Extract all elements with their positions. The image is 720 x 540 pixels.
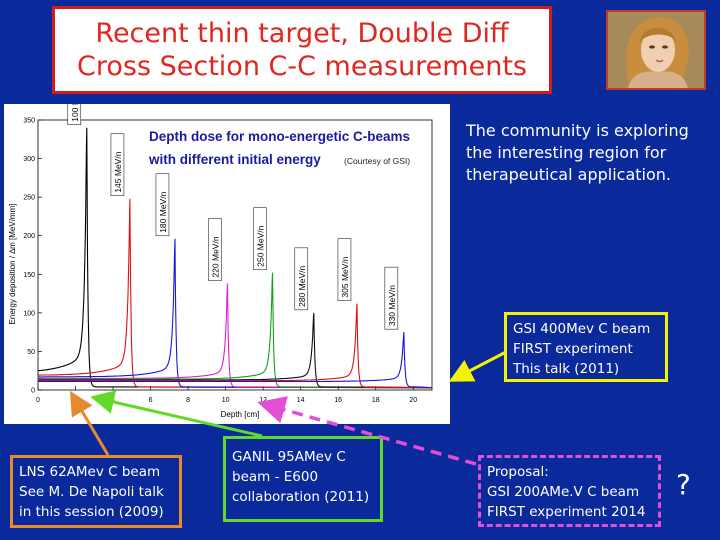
x-tick-label: 8 <box>186 397 190 404</box>
y-axis-label: Energy deposition / ∆m [MeV/mm] <box>8 204 17 325</box>
proposal-line-1: Proposal: <box>487 464 549 480</box>
curve-energy-label: 305 MeV/n <box>340 256 350 297</box>
curve-energy-label-group: 330 MeV/n <box>384 266 399 330</box>
ganil-line-3: collaboration (2011) <box>232 489 370 505</box>
dose-curve <box>38 283 433 389</box>
x-tick-label: 20 <box>409 397 417 404</box>
portrait-illustration <box>608 12 704 88</box>
ganil-line-2: beam - E600 <box>232 469 319 485</box>
proposal-line-3: FIRST experiment 2014 <box>487 504 646 520</box>
y-tick-label: 300 <box>23 156 35 163</box>
curve-energy-label-group: 220 MeV/n <box>208 218 222 281</box>
depth-dose-chart: 02468101214161820050100150200250300350 1… <box>4 62 450 424</box>
curve-energy-label-box <box>337 238 352 301</box>
y-tick-label: 50 <box>27 349 35 356</box>
curve-energy-label-box <box>253 207 267 270</box>
curve-energy-label: 250 MeV/n <box>256 225 266 266</box>
x-tick-label: 16 <box>334 397 342 404</box>
curve-energy-label-group: 145 MeV/n <box>110 133 125 196</box>
yellow-arrow <box>448 350 507 382</box>
curve-energy-label: 330 MeV/n <box>387 285 397 326</box>
gsi-400-line-3: This talk (2011) <box>513 361 620 377</box>
curve-energy-label-group: 250 MeV/n <box>253 207 267 270</box>
magenta-dashed-arrow <box>257 396 477 466</box>
chart-title: Depth dose for mono-energetic C-beams <box>149 129 410 144</box>
dose-curve <box>38 332 433 389</box>
chart-subtitle: with different initial energy <box>148 152 321 167</box>
y-tick-label: 100 <box>23 310 35 317</box>
lns-box: LNS 62AMev C beam See M. De Napoli talk … <box>10 455 182 528</box>
green-arrow <box>90 390 263 438</box>
gsi-400-line-2: FIRST experiment <box>513 341 633 357</box>
title-box: Recent thin target, Double Diff Cross Se… <box>52 6 552 94</box>
x-tick-label: 18 <box>372 397 380 404</box>
ganil-box: GANIL 95AMev C beam - E600 collaboration… <box>223 436 383 522</box>
question-mark: ? <box>676 468 691 501</box>
curve-energy-label-box <box>384 266 399 330</box>
curve-energy-label: 220 MeV/n <box>210 236 220 277</box>
chart-credit: (Courtesy of GSI) <box>344 156 410 166</box>
dose-curve <box>38 303 433 389</box>
curve-energy-label: 145 MeV/n <box>113 151 123 192</box>
curve-energy-label-box <box>155 173 170 237</box>
slide-title-line-2: Cross Section C-C measurements <box>77 51 527 82</box>
proposal-box: Proposal: GSI 200AMe.V C beam FIRST expe… <box>478 455 661 527</box>
proposal-line-2: GSI 200AMe.V C beam <box>487 484 640 500</box>
dose-curve <box>38 272 433 389</box>
curve-energy-label: 280 MeV/n <box>297 265 307 306</box>
dose-curve <box>38 312 433 389</box>
curve-energy-label-group: 305 MeV/n <box>337 238 352 301</box>
portrait-image <box>606 10 706 90</box>
chart-svg: 02468101214161820050100150200250300350 1… <box>8 62 433 419</box>
lns-line-3: in this session (2009) <box>19 504 164 520</box>
lns-line-2: See M. De Napoli talk <box>19 484 164 500</box>
curve-energy-label-group: 280 MeV/n <box>294 247 309 311</box>
y-tick-label: 0 <box>31 388 35 395</box>
gsi-400-box: GSI 400Mev C beam FIRST experiment This … <box>504 312 668 382</box>
curve-energy-label-box <box>110 133 125 196</box>
curve-energy-label-box <box>208 218 222 281</box>
y-tick-label: 350 <box>23 118 35 125</box>
lns-line-1: LNS 62AMev C beam <box>19 464 161 480</box>
dose-curve <box>38 238 433 389</box>
orange-arrow <box>69 390 110 456</box>
x-tick-label: 0 <box>36 397 40 404</box>
dose-curve <box>38 198 433 389</box>
y-tick-label: 200 <box>23 233 35 240</box>
plot-frame <box>37 119 433 391</box>
ganil-line-1: GANIL 95AMev C <box>232 449 346 465</box>
gsi-400-line-1: GSI 400Mev C beam <box>513 321 651 337</box>
community-text: The community is exploring the interesti… <box>466 121 689 184</box>
x-axis-label: Depth [cm] <box>221 410 260 419</box>
x-tick-label: 10 <box>222 397 230 404</box>
x-tick-label: 6 <box>149 397 153 404</box>
slide-title-line-1: Recent thin target, Double Diff <box>95 18 509 49</box>
y-tick-label: 250 <box>23 195 35 202</box>
curve-energy-label-group: 180 MeV/n <box>155 173 170 237</box>
x-tick-label: 14 <box>297 397 305 404</box>
curve-energy-label: 180 MeV/n <box>158 191 168 232</box>
curve-energy-label-box <box>294 247 309 311</box>
y-tick-label: 150 <box>23 272 35 279</box>
